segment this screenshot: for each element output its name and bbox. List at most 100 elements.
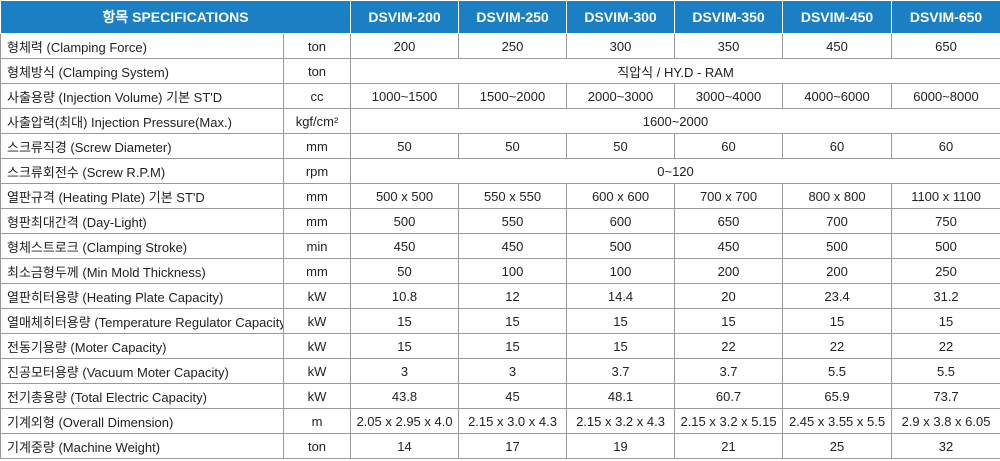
spec-value: 73.7	[891, 383, 1000, 409]
spec-value: 50	[458, 133, 568, 159]
spec-unit: kW	[282, 333, 352, 359]
table-row: 기계중량 (Machine Weight) ton 14 17 19 21 25 32	[0, 433, 1000, 459]
spec-unit: rpm	[282, 158, 352, 184]
spec-value: 25	[782, 433, 893, 459]
spec-value: 15	[350, 333, 460, 359]
spec-item-label: 열판규격 (Heating Plate) 기본 ST'D	[0, 183, 284, 209]
spec-value: 3	[350, 358, 460, 384]
spec-item-label: 열매체히터용량 (Temperature Regulator Capacity)	[0, 308, 284, 334]
spec-value: 15	[458, 333, 568, 359]
spec-value: 1000~1500	[350, 83, 460, 109]
table-row: 형판최대간격 (Day-Light) mm 500 550 600 650 700 750	[0, 208, 1000, 234]
spec-value: 200	[350, 33, 460, 59]
table-row: 형체방식 (Clamping System) ton 직압식 / HY.D - RA…	[0, 58, 1000, 84]
spec-value: 650	[891, 33, 1000, 59]
spec-value: 50	[350, 258, 460, 284]
spec-value: 2000~3000	[566, 83, 676, 109]
spec-value: 10.8	[350, 283, 460, 309]
spec-unit: kW	[282, 308, 352, 334]
spec-item-label: 사출용량 (Injection Volume) 기본 ST'D	[0, 83, 284, 109]
spec-unit: ton	[282, 58, 352, 84]
spec-value: 22	[674, 333, 784, 359]
spec-item-label: 형체스트로크 (Clamping Stroke)	[0, 233, 284, 259]
spec-value: 550 x 550	[458, 183, 568, 209]
spec-unit: min	[282, 233, 352, 259]
spec-value: 3.7	[674, 358, 784, 384]
spec-value: 2.9 x 3.8 x 6.05	[891, 408, 1000, 434]
spec-value: 21	[674, 433, 784, 459]
spec-value: 43.8	[350, 383, 460, 409]
spec-value: 23.4	[782, 283, 893, 309]
spec-value: 800 x 800	[782, 183, 893, 209]
header-model: DSVIM-650	[891, 0, 1000, 34]
spec-value: 22	[891, 333, 1000, 359]
spec-item-label: 형판최대간격 (Day-Light)	[0, 208, 284, 234]
spec-item-label: 기계중량 (Machine Weight)	[0, 433, 284, 459]
spec-value: 450	[350, 233, 460, 259]
spec-value: 250	[891, 258, 1000, 284]
table-row: 열판히터용량 (Heating Plate Capacity) kW 10.8 12 1…	[0, 283, 1000, 309]
spec-value: 14.4	[566, 283, 676, 309]
spec-unit: kW	[282, 383, 352, 409]
spec-item-label: 열판히터용량 (Heating Plate Capacity)	[0, 283, 284, 309]
table-row: 형체스트로크 (Clamping Stroke) min 450 450 500 450 5…	[0, 233, 1000, 259]
spec-value: 2.45 x 3.55 x 5.5	[782, 408, 893, 434]
spec-unit: mm	[282, 208, 352, 234]
spec-value: 50	[566, 133, 676, 159]
spec-value: 45	[458, 383, 568, 409]
header-model: DSVIM-300	[566, 0, 676, 34]
spec-item-label: 사출압력(최대) Injection Pressure(Max.)	[0, 108, 284, 134]
spec-value: 1500~2000	[458, 83, 568, 109]
spec-value: 200	[674, 258, 784, 284]
specifications-body: 형체력 (Clamping Force) ton 200 250 300 350 450 65…	[0, 33, 1000, 459]
header-model: DSVIM-250	[458, 0, 568, 34]
spec-value: 60	[674, 133, 784, 159]
spec-value: 15	[350, 308, 460, 334]
spec-unit: m	[282, 408, 352, 434]
spec-unit: mm	[282, 133, 352, 159]
spec-unit: mm	[282, 183, 352, 209]
spec-item-label: 전기총용량 (Total Electric Capacity)	[0, 383, 284, 409]
spec-value: 3	[458, 358, 568, 384]
header-model: DSVIM-350	[674, 0, 784, 34]
spec-value-merged: 0~120	[350, 158, 1000, 184]
spec-value: 20	[674, 283, 784, 309]
spec-unit: kW	[282, 358, 352, 384]
spec-item-label: 기계외형 (Overall Dimension)	[0, 408, 284, 434]
spec-value: 100	[566, 258, 676, 284]
spec-value: 600 x 600	[566, 183, 676, 209]
spec-value: 6000~8000	[891, 83, 1000, 109]
spec-value: 2.05 x 2.95 x 4.0	[350, 408, 460, 434]
table-row: 스크류회전수 (Screw R.P.M) rpm 0~120	[0, 158, 1000, 184]
spec-value: 100	[458, 258, 568, 284]
spec-unit: cc	[282, 83, 352, 109]
spec-value: 750	[891, 208, 1000, 234]
table-row: 형체력 (Clamping Force) ton 200 250 300 350 450 65…	[0, 33, 1000, 59]
spec-value: 2.15 x 3.2 x 4.3	[566, 408, 676, 434]
spec-value: 200	[782, 258, 893, 284]
spec-value: 32	[891, 433, 1000, 459]
spec-value: 5.5	[782, 358, 893, 384]
spec-value: 60	[782, 133, 893, 159]
spec-item-label: 형체방식 (Clamping System)	[0, 58, 284, 84]
spec-value: 4000~6000	[782, 83, 893, 109]
table-row: 기계외형 (Overall Dimension) m 2.05 x 2.95 x 4…	[0, 408, 1000, 434]
header-spec-label: 항목 SPECIFICATIONS	[0, 0, 352, 34]
spec-value: 22	[782, 333, 893, 359]
spec-value: 450	[674, 233, 784, 259]
header-row: 항목 SPECIFICATIONS DSVIM-200 DSVIM-250 DS…	[0, 0, 1000, 34]
spec-unit: ton	[282, 33, 352, 59]
spec-value: 500	[350, 208, 460, 234]
spec-value: 17	[458, 433, 568, 459]
table-row: 최소금형두께 (Min Mold Thickness) mm 50 100 100 200…	[0, 258, 1000, 284]
spec-value: 300	[566, 33, 676, 59]
table-row: 사출용량 (Injection Volume) 기본 ST'D cc 1000~15…	[0, 83, 1000, 109]
spec-value: 15	[566, 333, 676, 359]
spec-item-label: 형체력 (Clamping Force)	[0, 33, 284, 59]
spec-value-merged: 1600~2000	[350, 108, 1000, 134]
table-row: 스크류직경 (Screw Diameter) mm 50 50 50 60 60 60	[0, 133, 1000, 159]
spec-value: 48.1	[566, 383, 676, 409]
spec-unit: kW	[282, 283, 352, 309]
spec-value: 600	[566, 208, 676, 234]
spec-item-label: 진공모터용량 (Vacuum Moter Capacity)	[0, 358, 284, 384]
